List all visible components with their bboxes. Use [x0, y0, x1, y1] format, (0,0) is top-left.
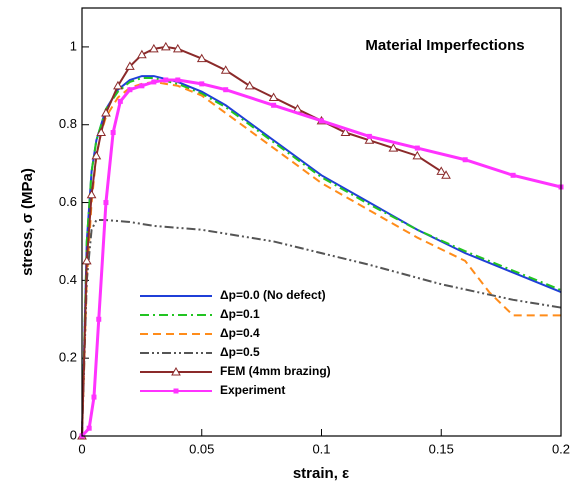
- x-tick-label: 0.15: [429, 441, 454, 456]
- marker: [96, 316, 102, 322]
- legend-label: Δp=0.5: [220, 345, 260, 359]
- marker: [441, 170, 451, 179]
- marker: [340, 127, 351, 137]
- marker: [91, 150, 102, 160]
- marker: [175, 77, 181, 83]
- y-tick-label: 0.8: [59, 116, 77, 131]
- x-tick-label: 0.05: [189, 441, 214, 456]
- y-axis-label: stress, σ (MPa): [19, 168, 36, 276]
- marker: [412, 150, 423, 160]
- marker: [462, 157, 468, 163]
- legend-label: Δp=0.0 (No defect): [220, 288, 326, 302]
- marker: [125, 61, 135, 70]
- marker: [113, 80, 123, 90]
- series-line: [81, 77, 562, 437]
- marker: [137, 49, 147, 59]
- y-tick-label: 0.4: [59, 272, 77, 287]
- series-line: [80, 78, 562, 438]
- marker: [163, 77, 169, 83]
- x-tick-label: 0.1: [312, 441, 330, 456]
- marker: [139, 83, 145, 89]
- x-tick-label: 0.2: [552, 441, 570, 456]
- marker: [151, 79, 157, 85]
- marker: [171, 366, 181, 376]
- legend-label: Δp=0.4: [220, 326, 260, 340]
- marker: [160, 41, 171, 51]
- marker: [81, 255, 92, 265]
- marker: [196, 53, 207, 63]
- x-tick-label: 0: [78, 441, 85, 456]
- series-line: [81, 80, 561, 437]
- y-tick-label: 0.2: [59, 350, 77, 365]
- series-line: [81, 75, 562, 437]
- marker: [117, 98, 123, 104]
- marker: [101, 108, 111, 117]
- marker: [244, 80, 255, 90]
- marker: [436, 166, 447, 175]
- y-tick-label: 0: [70, 427, 77, 442]
- legend-label: FEM (4mm brazing): [220, 364, 331, 378]
- marker: [91, 394, 97, 400]
- plot-frame: [81, 7, 562, 437]
- marker: [364, 135, 375, 144]
- annotation: Material Imperfections: [365, 37, 524, 54]
- series-line: [81, 219, 562, 437]
- marker: [268, 92, 279, 101]
- marker: [414, 145, 420, 151]
- marker: [366, 133, 372, 139]
- x-axis-label: strain, ε: [293, 465, 349, 482]
- y-tick-label: 1: [70, 38, 77, 53]
- marker: [388, 143, 399, 152]
- marker: [220, 65, 231, 74]
- marker: [86, 189, 97, 199]
- marker: [103, 200, 109, 206]
- marker: [199, 81, 205, 87]
- marker: [271, 102, 277, 108]
- marker: [127, 87, 133, 93]
- marker: [86, 425, 92, 431]
- legend-label: Experiment: [220, 383, 285, 397]
- marker: [172, 43, 183, 53]
- marker: [96, 127, 107, 137]
- marker: [110, 130, 116, 136]
- y-tick-label: 0.6: [59, 194, 77, 209]
- marker: [510, 172, 516, 178]
- marker: [319, 118, 324, 124]
- marker: [173, 388, 179, 394]
- legend-label: Δp=0.1: [220, 307, 260, 321]
- series-line: [81, 45, 447, 437]
- marker: [223, 87, 229, 93]
- marker: [148, 43, 159, 53]
